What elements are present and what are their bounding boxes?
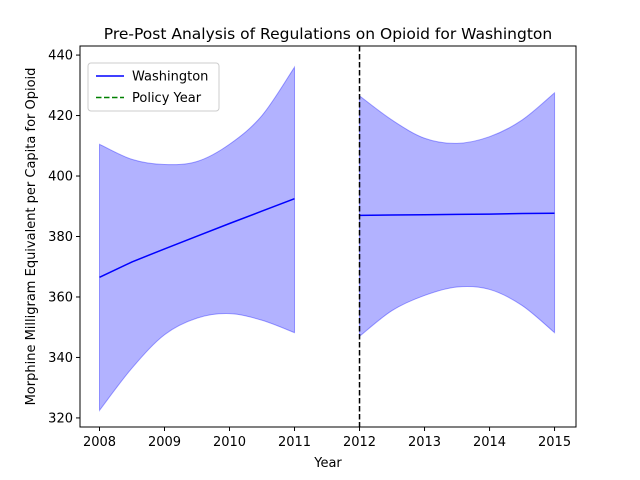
series-line-segment-1 <box>99 197 295 278</box>
y-tick-label: 360 <box>48 290 73 305</box>
y-axis-title: Morphine Milligram Equivalent per Capita… <box>24 68 39 406</box>
x-tick-label: 2008 <box>83 435 116 450</box>
legend: Washington Policy Year <box>87 62 220 112</box>
series-lines <box>99 197 555 278</box>
x-tick-label: 2009 <box>148 435 181 450</box>
legend-box <box>87 62 220 112</box>
legend-label-policy-year: Policy Year <box>132 91 202 106</box>
y-tick-label: 440 <box>48 49 73 64</box>
y-tick-label: 400 <box>48 170 73 185</box>
series-line-segment-2 <box>359 212 555 217</box>
x-tick-label: 2011 <box>278 435 311 450</box>
x-tick-label: 2012 <box>343 435 376 450</box>
confidence-band-segment-1 <box>98 65 296 412</box>
x-tick-label: 2014 <box>473 435 506 450</box>
x-tick-label: 2010 <box>213 435 246 450</box>
confidence-bands <box>98 65 556 412</box>
x-axis-ticks: 2008 2009 2010 2011 2012 2013 2014 2015 <box>83 427 571 450</box>
y-tick-label: 380 <box>48 230 73 245</box>
y-tick-label: 420 <box>48 109 73 124</box>
x-axis-title: Year <box>313 456 342 471</box>
chart-title: Pre-Post Analysis of Regulations on Opio… <box>104 25 552 43</box>
y-axis-ticks: 320 340 360 380 400 420 440 <box>48 49 80 426</box>
y-tick-label: 340 <box>48 351 73 366</box>
y-tick-label: 320 <box>48 411 73 426</box>
legend-label-washington: Washington <box>132 70 208 85</box>
x-tick-label: 2013 <box>408 435 441 450</box>
x-tick-label: 2015 <box>538 435 571 450</box>
